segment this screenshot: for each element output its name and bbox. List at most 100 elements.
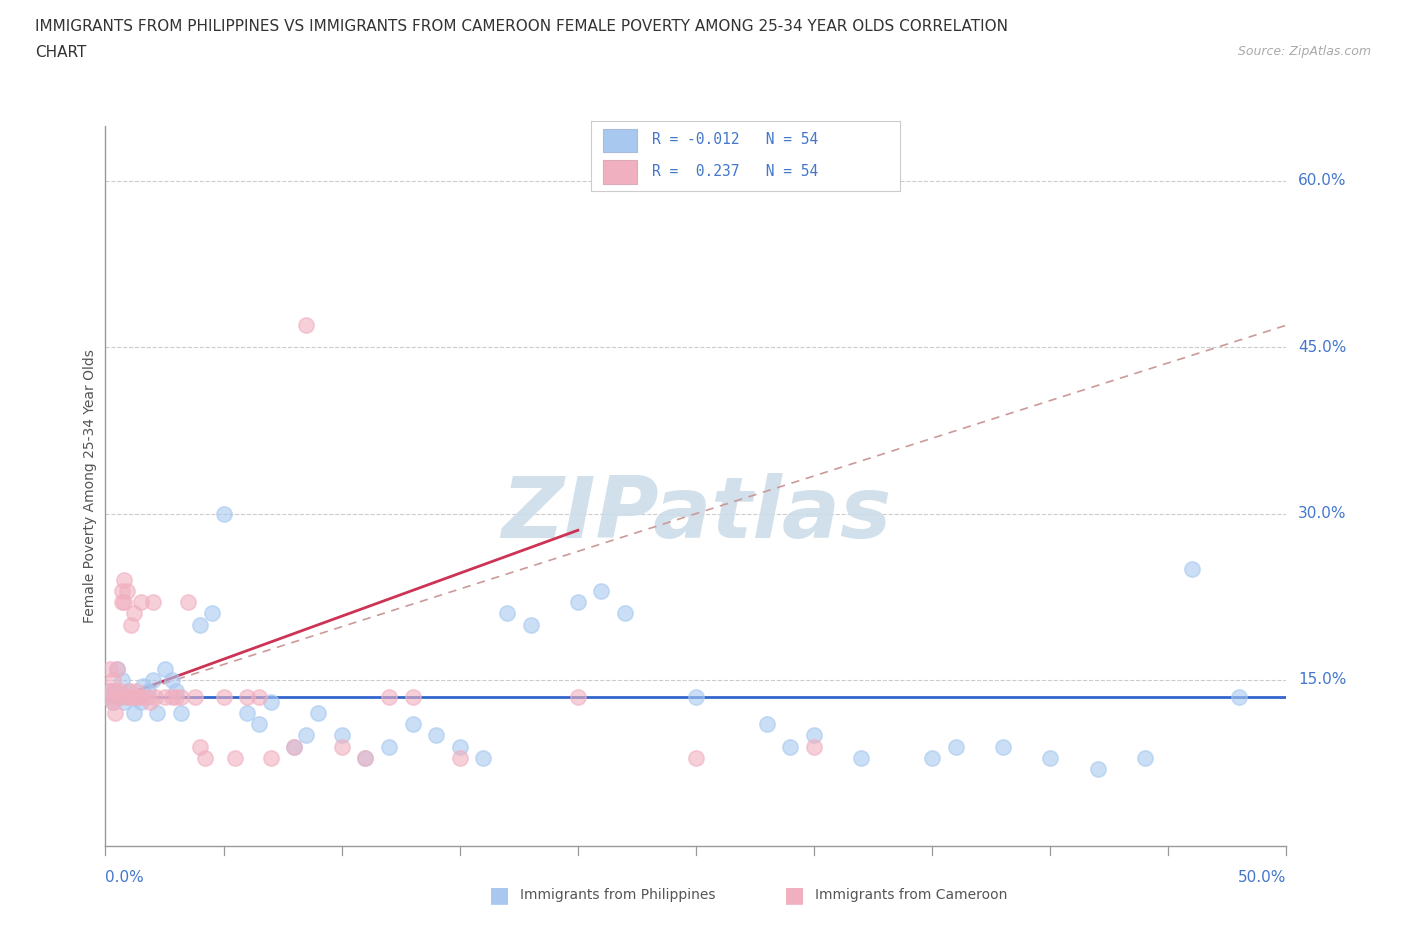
Point bbox=[105, 689, 128, 704]
Point bbox=[519, 618, 541, 632]
Point bbox=[122, 606, 145, 621]
Point bbox=[945, 739, 967, 754]
Point bbox=[401, 717, 423, 732]
Point bbox=[260, 751, 283, 765]
Point bbox=[425, 728, 447, 743]
Point bbox=[260, 695, 283, 710]
Text: 15.0%: 15.0% bbox=[1298, 672, 1347, 687]
Point bbox=[449, 751, 471, 765]
Point bbox=[330, 728, 353, 743]
Point bbox=[236, 689, 259, 704]
Point bbox=[125, 689, 148, 704]
Point bbox=[101, 695, 124, 710]
Text: Immigrants from Cameroon: Immigrants from Cameroon bbox=[815, 887, 1008, 902]
Point bbox=[685, 689, 707, 704]
Point bbox=[122, 706, 145, 721]
Point bbox=[283, 739, 305, 754]
Point bbox=[1227, 689, 1250, 704]
Point bbox=[247, 717, 270, 732]
Point bbox=[212, 689, 235, 704]
Point bbox=[111, 584, 134, 599]
Point bbox=[803, 739, 825, 754]
Point bbox=[98, 684, 121, 698]
Point bbox=[122, 689, 145, 704]
Point bbox=[236, 706, 259, 721]
Bar bbox=[603, 128, 637, 153]
Point bbox=[283, 739, 305, 754]
Point bbox=[105, 661, 128, 676]
Point bbox=[98, 661, 121, 676]
Text: Source: ZipAtlas.com: Source: ZipAtlas.com bbox=[1237, 45, 1371, 58]
Point bbox=[194, 751, 217, 765]
Point bbox=[98, 684, 121, 698]
Point bbox=[111, 672, 134, 687]
Point bbox=[591, 584, 613, 599]
Point bbox=[685, 751, 707, 765]
Point bbox=[129, 689, 152, 704]
Point bbox=[803, 728, 825, 743]
Point bbox=[120, 618, 142, 632]
Text: Immigrants from Philippines: Immigrants from Philippines bbox=[520, 887, 716, 902]
Point bbox=[118, 684, 141, 698]
Point bbox=[1133, 751, 1156, 765]
Point bbox=[101, 672, 124, 687]
Point bbox=[1181, 562, 1204, 577]
Point bbox=[112, 695, 135, 710]
Point bbox=[142, 595, 165, 610]
Point bbox=[212, 506, 235, 521]
Point bbox=[201, 606, 224, 621]
Point bbox=[118, 689, 141, 704]
Point bbox=[354, 751, 377, 765]
Point bbox=[104, 684, 127, 698]
Text: 0.0%: 0.0% bbox=[105, 870, 145, 884]
Point bbox=[170, 689, 193, 704]
Text: 60.0%: 60.0% bbox=[1298, 174, 1347, 189]
Point bbox=[108, 689, 131, 704]
Point bbox=[921, 751, 943, 765]
Point bbox=[170, 706, 193, 721]
Point bbox=[136, 684, 159, 698]
Point bbox=[295, 318, 318, 333]
Text: R = -0.012   N = 54: R = -0.012 N = 54 bbox=[652, 132, 818, 147]
Text: 45.0%: 45.0% bbox=[1298, 339, 1347, 355]
Point bbox=[165, 689, 187, 704]
Text: CHART: CHART bbox=[35, 45, 87, 60]
Point bbox=[104, 684, 127, 698]
Point bbox=[330, 739, 353, 754]
Point bbox=[177, 595, 200, 610]
Point bbox=[143, 689, 166, 704]
Bar bbox=[603, 160, 637, 184]
Point bbox=[125, 689, 148, 704]
Point bbox=[115, 689, 138, 704]
Point bbox=[97, 689, 120, 704]
Point bbox=[165, 684, 187, 698]
Point bbox=[991, 739, 1014, 754]
Point bbox=[755, 717, 778, 732]
Text: 30.0%: 30.0% bbox=[1298, 506, 1347, 521]
Point bbox=[567, 595, 589, 610]
Text: 50.0%: 50.0% bbox=[1239, 870, 1286, 884]
Point bbox=[112, 573, 135, 588]
Point bbox=[160, 689, 183, 704]
Point bbox=[472, 751, 495, 765]
Point bbox=[378, 739, 401, 754]
Text: ■: ■ bbox=[489, 884, 509, 905]
Text: R =  0.237   N = 54: R = 0.237 N = 54 bbox=[652, 164, 818, 179]
Point bbox=[496, 606, 519, 621]
Point bbox=[247, 689, 270, 704]
Point bbox=[132, 678, 155, 693]
Point bbox=[614, 606, 637, 621]
Point bbox=[354, 751, 377, 765]
Point bbox=[184, 689, 207, 704]
Point bbox=[139, 695, 162, 710]
Point bbox=[188, 618, 211, 632]
Point bbox=[115, 584, 138, 599]
Point bbox=[851, 751, 873, 765]
Point bbox=[111, 595, 134, 610]
Text: ZIPatlas: ZIPatlas bbox=[501, 473, 891, 556]
Point bbox=[97, 689, 120, 704]
Text: ■: ■ bbox=[785, 884, 804, 905]
Point bbox=[129, 695, 152, 710]
Point bbox=[146, 706, 169, 721]
Point bbox=[1039, 751, 1062, 765]
